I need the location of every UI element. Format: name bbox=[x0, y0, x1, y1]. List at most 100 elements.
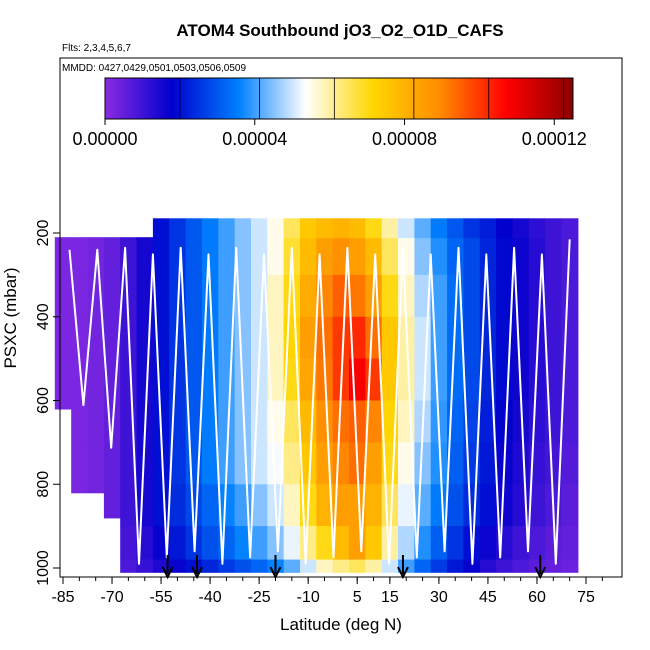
heatmap-cell bbox=[349, 559, 366, 573]
heatmap-cell bbox=[267, 400, 285, 443]
heatmap-cell bbox=[283, 442, 301, 485]
heatmap-cell bbox=[87, 442, 105, 485]
heatmap-cell bbox=[136, 559, 154, 573]
heatmap-cell bbox=[365, 400, 383, 443]
y-tick-label: 400 bbox=[35, 303, 52, 330]
heatmap-cell bbox=[136, 358, 154, 402]
heatmap-cell bbox=[430, 442, 448, 485]
heatmap-cell bbox=[414, 358, 432, 402]
heatmap-cell bbox=[512, 559, 530, 573]
heatmap-cell bbox=[103, 238, 121, 276]
heatmap-cell bbox=[169, 484, 187, 527]
x-axis: -85 -70 -55 -40 -25 -10 5 15 30 45 60 75 bbox=[51, 577, 603, 606]
heatmap-cell bbox=[283, 526, 301, 561]
heatmap-cell bbox=[512, 218, 530, 239]
heatmap-cell bbox=[447, 484, 464, 527]
heatmap-cell bbox=[218, 218, 236, 239]
colorbar-tick-label: 0.00004 bbox=[222, 129, 287, 149]
heatmap-cell bbox=[545, 218, 562, 239]
heatmap-cell bbox=[103, 484, 121, 519]
heatmap-cell bbox=[528, 484, 546, 527]
x-tick-label: -55 bbox=[150, 589, 173, 606]
heatmap-cell bbox=[381, 358, 399, 402]
heatmap-cell bbox=[152, 442, 170, 485]
x-tick-label: -85 bbox=[51, 589, 74, 606]
colorbar-tick-label: 0.00008 bbox=[372, 129, 437, 149]
heatmap-cell bbox=[169, 358, 187, 402]
heatmap-cell bbox=[463, 218, 481, 239]
heatmap-cell bbox=[283, 400, 301, 443]
heatmap-cell bbox=[349, 238, 366, 276]
heatmap-cell bbox=[316, 218, 334, 239]
colorbar-tick-label: 0.00012 bbox=[522, 129, 587, 149]
x-tick-label: 60 bbox=[528, 589, 546, 606]
heatmap-cell bbox=[71, 484, 89, 494]
heatmap-cell bbox=[136, 238, 154, 276]
heatmap-cell bbox=[218, 358, 236, 402]
heatmap-cell bbox=[103, 442, 121, 485]
heatmap-cell bbox=[479, 559, 497, 573]
heatmap-cell bbox=[316, 526, 334, 561]
heatmap-cell bbox=[300, 274, 317, 318]
heatmap-cell bbox=[398, 238, 415, 276]
heatmap-cell bbox=[463, 559, 481, 573]
heatmap-cell bbox=[136, 316, 154, 360]
heatmap-cell bbox=[463, 358, 481, 402]
heatmap-cell bbox=[185, 238, 203, 276]
heatmap-cell bbox=[365, 218, 383, 239]
heatmap-cell bbox=[120, 442, 138, 485]
heatmap-cell bbox=[267, 526, 285, 561]
x-tick-label: -25 bbox=[248, 589, 271, 606]
heatmap-cell bbox=[349, 400, 366, 443]
heatmap-cell bbox=[120, 559, 138, 573]
heatmap-cell bbox=[512, 400, 530, 443]
heatmap bbox=[54, 218, 579, 573]
heatmap-cell bbox=[234, 442, 252, 485]
heatmap-cell bbox=[463, 316, 481, 360]
heatmap-cell bbox=[267, 316, 285, 360]
heatmap-cell bbox=[512, 526, 530, 561]
heatmap-cell bbox=[447, 442, 464, 485]
heatmap-cell bbox=[496, 559, 513, 573]
heatmap-cell bbox=[267, 218, 285, 239]
heatmap-cell bbox=[234, 526, 252, 561]
heatmap-cell bbox=[332, 442, 350, 485]
heatmap-cell bbox=[185, 316, 203, 360]
heatmap-cell bbox=[169, 238, 187, 276]
heatmap-cell bbox=[479, 484, 497, 527]
heatmap-cell bbox=[512, 316, 530, 360]
heatmap-cell bbox=[332, 274, 350, 318]
heatmap-cell bbox=[251, 400, 268, 443]
heatmap-cell bbox=[201, 484, 219, 527]
heatmap-cell bbox=[300, 238, 317, 276]
heatmap-cell bbox=[496, 238, 513, 276]
heatmap-cell bbox=[332, 316, 350, 360]
heatmap-cell bbox=[152, 358, 170, 402]
heatmap-cell bbox=[332, 559, 350, 573]
heatmap-cell bbox=[447, 238, 464, 276]
heatmap-cell bbox=[169, 442, 187, 485]
heatmap-cell bbox=[545, 238, 562, 276]
heatmap-cell bbox=[103, 316, 121, 360]
heatmap-cell bbox=[185, 484, 203, 527]
heatmap-cell bbox=[398, 484, 415, 527]
heatmap-cell bbox=[267, 442, 285, 485]
heatmap-cell bbox=[528, 358, 546, 402]
heatmap-cell bbox=[430, 274, 448, 318]
heatmap-cell bbox=[169, 559, 187, 573]
heatmap-cell bbox=[398, 358, 415, 402]
heatmap-cell bbox=[71, 238, 89, 276]
heatmap-cell bbox=[316, 316, 334, 360]
heatmap-cell bbox=[87, 316, 105, 360]
heatmap-cell bbox=[528, 559, 546, 573]
heatmap-cell bbox=[528, 526, 546, 561]
heatmap-cell bbox=[87, 484, 105, 494]
x-tick-label: -10 bbox=[297, 589, 320, 606]
heatmap-cell bbox=[545, 442, 562, 485]
heatmap-cell bbox=[463, 484, 481, 527]
heatmap-cell bbox=[71, 316, 89, 360]
heatmap-cell bbox=[496, 218, 513, 239]
heatmap-cell bbox=[234, 218, 252, 239]
heatmap-cell bbox=[169, 526, 187, 561]
